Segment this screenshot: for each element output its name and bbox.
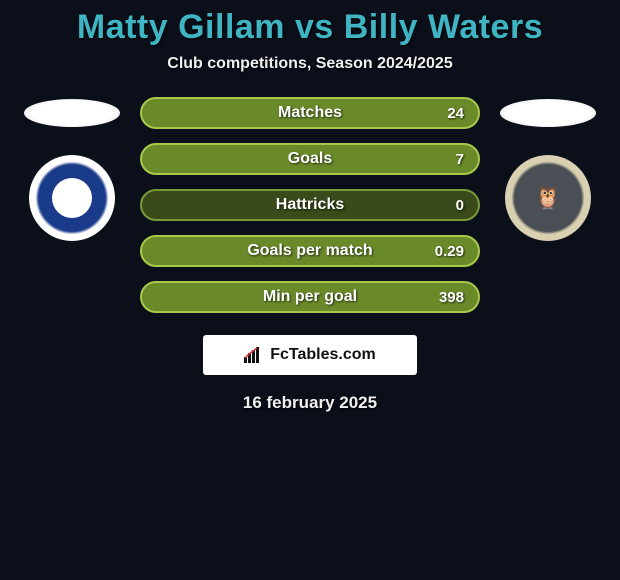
stat-right-value: 24 <box>447 105 464 122</box>
right-player-avatar <box>500 99 596 127</box>
right-player-column: 🦉 <box>498 97 598 241</box>
date: 16 february 2025 <box>243 393 377 413</box>
stat-label: Matches <box>278 104 342 122</box>
stat-label: Goals <box>288 150 332 168</box>
stat-row: Matches 24 <box>140 97 480 129</box>
bar-chart-icon <box>244 347 264 363</box>
comparison-card: Matty Gillam vs Billy Waters Club compet… <box>0 0 620 413</box>
left-player-avatar <box>24 99 120 127</box>
comparison-body: Matches 24 Goals 7 Hattricks 0 Goals per… <box>0 97 620 313</box>
right-club-crest: 🦉 <box>505 155 591 241</box>
stat-right-value: 0 <box>456 197 464 214</box>
stat-label: Goals per match <box>247 242 372 260</box>
left-club-crest <box>29 155 115 241</box>
left-player-column <box>22 97 122 241</box>
source-badge: FcTables.com <box>203 335 417 375</box>
title: Matty Gillam vs Billy Waters <box>77 8 543 47</box>
stat-row: Min per goal 398 <box>140 281 480 313</box>
stat-row: Hattricks 0 <box>140 189 480 221</box>
stat-label: Hattricks <box>276 196 344 214</box>
stat-right-value: 398 <box>439 289 464 306</box>
stat-right-value: 0.29 <box>435 243 464 260</box>
stat-row: Goals per match 0.29 <box>140 235 480 267</box>
stats-list: Matches 24 Goals 7 Hattricks 0 Goals per… <box>140 97 480 313</box>
subtitle: Club competitions, Season 2024/2025 <box>167 55 452 73</box>
stat-right-value: 7 <box>456 151 464 168</box>
source-badge-text: FcTables.com <box>270 346 376 364</box>
right-crest-owl-icon: 🦉 <box>534 185 561 211</box>
stat-label: Min per goal <box>263 288 357 306</box>
stat-row: Goals 7 <box>140 143 480 175</box>
